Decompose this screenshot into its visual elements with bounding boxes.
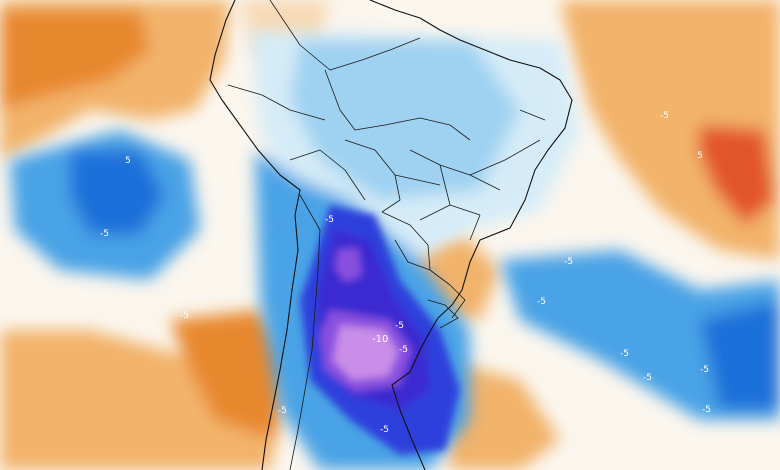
border-paraguay <box>381 211 431 271</box>
cool-region-pacific-west-deep <box>70 150 165 235</box>
warm-region-atlantic-hotspot <box>698 125 775 225</box>
contour-label: -5 <box>643 373 652 383</box>
contour-label: -5 <box>380 425 389 435</box>
warm-region-south-atlantic-lower <box>445 360 560 470</box>
contour-label: -5 <box>700 365 709 375</box>
contour-label: -5 <box>620 349 629 359</box>
contour-label: -5 <box>702 405 711 415</box>
contour-label: -5 <box>395 321 404 331</box>
border-chile-argentina <box>289 194 321 470</box>
country-borders <box>227 0 546 470</box>
contour-label: -5 <box>100 229 109 239</box>
contour-label: -5 <box>537 297 546 307</box>
contour-label: -5 <box>325 215 334 225</box>
cool-region-south-atlantic-deep <box>700 300 780 410</box>
border-argentina-brazil <box>429 269 466 319</box>
south-america-coastline <box>209 0 573 470</box>
cold-core-lilac <box>333 325 398 380</box>
contour-label: -5 <box>564 257 573 267</box>
border-peru-bolivia <box>289 149 366 201</box>
border-colombia-venezuela <box>269 0 421 71</box>
cool-region-south-atlantic <box>500 250 780 420</box>
contour-label: 5 <box>697 151 703 161</box>
cold-core-layer <box>300 205 460 455</box>
cool-region-amazon <box>290 40 520 200</box>
warm-region-south-pacific-strong <box>170 310 290 440</box>
contour-label: -5 <box>278 406 287 416</box>
border-ecuador-peru <box>227 84 326 121</box>
contour-label: -5 <box>660 111 669 121</box>
border-brazil-states <box>394 109 546 241</box>
warm-region-north-pacific-strong <box>0 10 150 110</box>
contour-label: 5 <box>125 156 131 166</box>
contour-label-core: -10 <box>372 334 388 345</box>
cold-core-north-lobe <box>335 248 362 282</box>
contour-labels: -5 5 5 -5 -5 -5 -5 -10 -5 -5 -5 -5 -5 -5… <box>100 111 711 435</box>
border-brazil-north <box>324 69 471 141</box>
contour-label: -5 <box>399 345 408 355</box>
border-uruguay <box>427 299 459 329</box>
contour-label: -5 <box>180 311 189 321</box>
